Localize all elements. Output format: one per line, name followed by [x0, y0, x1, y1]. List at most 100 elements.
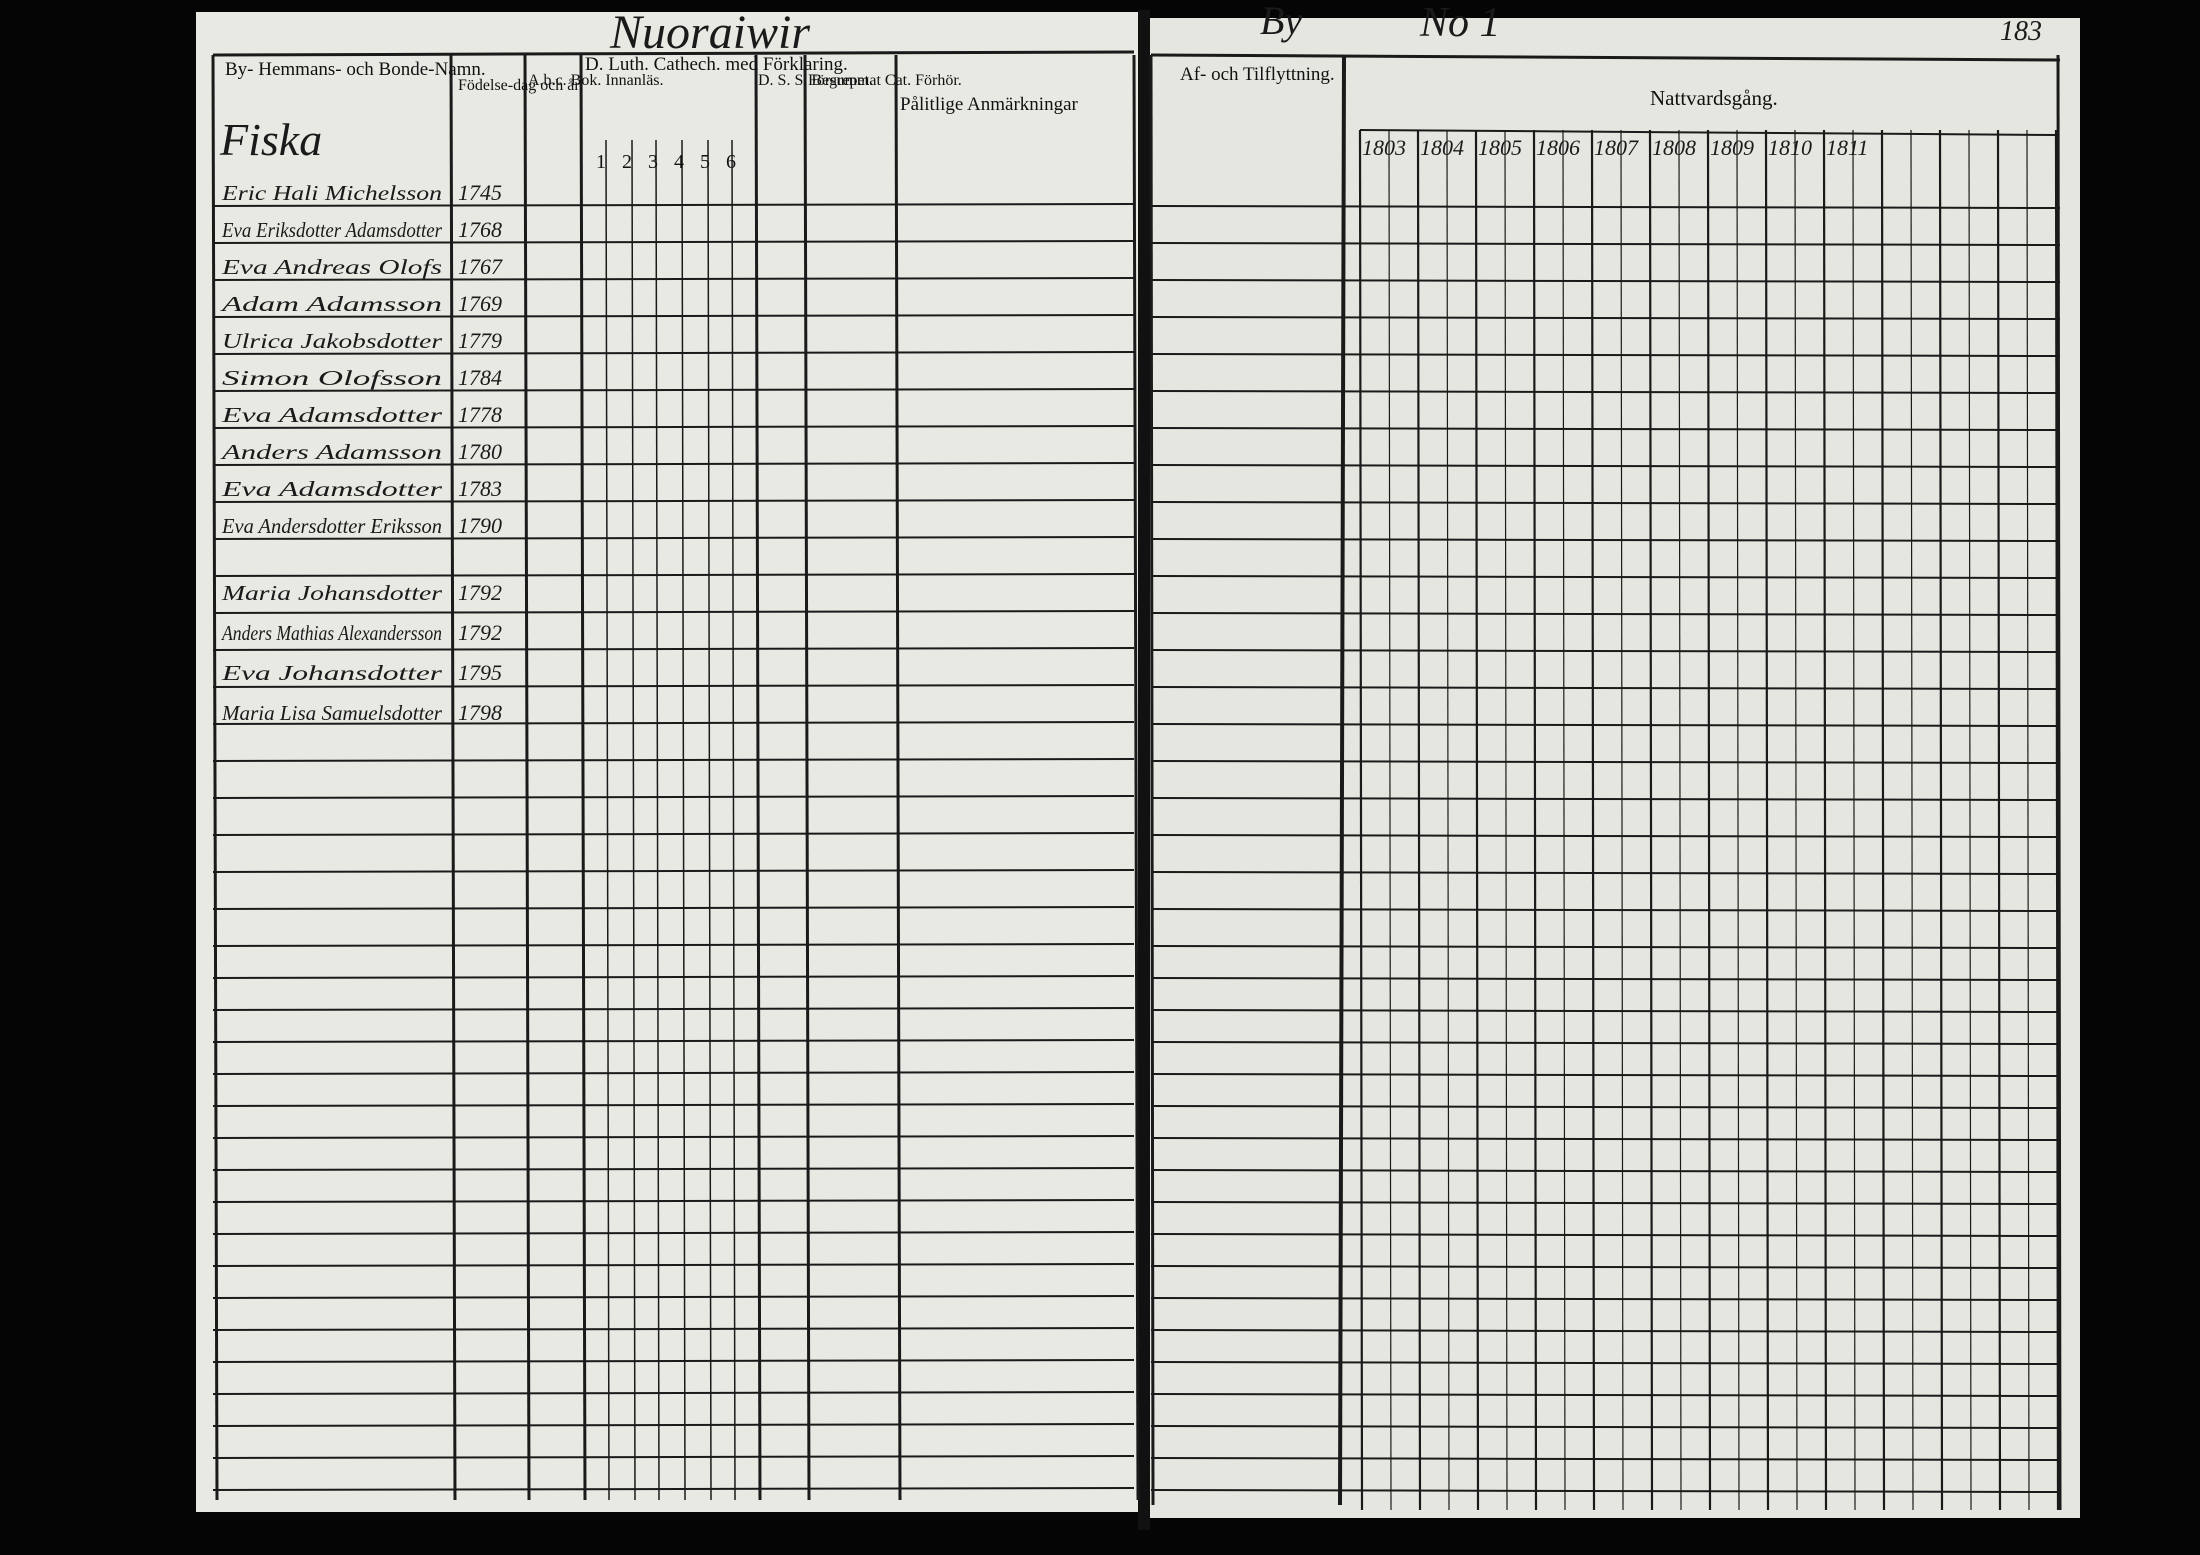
- rule: [1150, 760, 2061, 764]
- rule: [212, 975, 1135, 979]
- left-page: [196, 12, 1138, 1512]
- rule: [1590, 129, 1596, 1511]
- column-header: D. S. S. Begrepet.: [758, 72, 873, 89]
- rule: [1150, 316, 2061, 320]
- column-header: Födelse-dag och år.: [458, 77, 583, 94]
- section: Fiska: [219, 114, 322, 165]
- rule: [1150, 1393, 2061, 1397]
- rule: [1150, 1201, 2061, 1205]
- rule: [212, 610, 1135, 614]
- rule: [1416, 129, 1422, 1511]
- birth-year: 1745: [458, 180, 502, 205]
- rule: [212, 684, 1135, 688]
- birth-year: 1769: [458, 291, 502, 316]
- rule: [1150, 1169, 2061, 1173]
- part-number: 2: [622, 151, 632, 173]
- number: No 1: [1419, 0, 1501, 46]
- name: Eva Andreas Olofs: [221, 255, 442, 279]
- rule: [1938, 129, 1944, 1511]
- year: 1808: [1652, 135, 1696, 160]
- rule: [212, 758, 1135, 762]
- rule: [1910, 129, 1914, 1511]
- year: 1807: [1594, 135, 1639, 160]
- rule: [1504, 129, 1508, 1511]
- part-number: 5: [700, 151, 710, 173]
- rule: [212, 795, 1135, 799]
- rule: [1150, 1137, 2061, 1141]
- rule: [212, 1135, 1135, 1139]
- rule: [212, 1295, 1135, 1299]
- rule: [1150, 686, 2061, 690]
- rule: [1150, 501, 2061, 505]
- birth-year: 1780: [458, 439, 502, 464]
- birth-year: 1792: [458, 620, 502, 645]
- rule: [212, 1391, 1135, 1395]
- column-header: By- Hemmans- och Bonde-Namn.: [225, 59, 486, 80]
- rule: [212, 1263, 1135, 1267]
- rule: [1150, 205, 2061, 209]
- column-header: D. Luth. Cathech. med Förklaring.: [585, 54, 848, 75]
- rule: [1474, 129, 1480, 1511]
- name: Maria Lisa Samuelsdotter: [221, 701, 443, 725]
- column-header: Försummat Cat. Förhör.: [808, 72, 962, 89]
- rule: [1794, 129, 1798, 1511]
- name: Eva Adamsdotter: [220, 403, 443, 427]
- rule: [212, 499, 1135, 503]
- rule: [731, 139, 736, 1501]
- birth-year: 1784: [458, 365, 502, 390]
- year: 1810: [1768, 135, 1812, 160]
- rule: [754, 54, 762, 1501]
- name: Eva Eriksdotter Adamsdotter: [221, 218, 443, 242]
- rule: [212, 906, 1135, 910]
- rule: [579, 54, 587, 1501]
- rule: [1968, 129, 1972, 1511]
- name: Eric Hali Michelsson: [221, 181, 442, 205]
- rule: [1532, 129, 1538, 1511]
- rule: [212, 462, 1135, 466]
- rule: [1150, 1009, 2061, 1013]
- rule: [212, 50, 1135, 57]
- rule: [1620, 129, 1624, 1511]
- rule: [1150, 390, 2061, 394]
- rule: [1150, 1329, 2061, 1333]
- rule: [212, 203, 1135, 207]
- rule: [1822, 129, 1828, 1511]
- rule: [212, 536, 1135, 540]
- rule: [1648, 129, 1654, 1511]
- birth-year: 1778: [458, 402, 502, 427]
- rule: [212, 1455, 1135, 1459]
- rule: [1678, 129, 1682, 1511]
- rule: [212, 1231, 1135, 1235]
- birth-year: 1767: [458, 254, 503, 279]
- rule: [212, 1103, 1135, 1107]
- rule: [1446, 129, 1450, 1511]
- rule: [211, 54, 219, 1501]
- name: Eva Andersdotter Eriksson: [221, 514, 442, 538]
- name: Maria Johansdotter: [221, 581, 443, 605]
- rule: [1150, 464, 2061, 468]
- rule: [1150, 242, 2061, 246]
- name: Anders Mathias Alexandersson: [220, 621, 442, 645]
- rule: [1150, 723, 2061, 727]
- rule: [1150, 1073, 2061, 1077]
- rule: [1150, 1489, 2061, 1493]
- rule: [1150, 977, 2061, 981]
- rule: [2054, 129, 2060, 1511]
- rule: [212, 1199, 1135, 1203]
- rule: [212, 1327, 1135, 1331]
- rule: [1150, 1105, 2061, 1109]
- part-number: 3: [648, 151, 658, 173]
- rule: [1562, 129, 1566, 1511]
- name: Simon Olofsson: [222, 366, 442, 390]
- rule: [1150, 908, 2061, 912]
- rule: [2056, 54, 2062, 1511]
- rule: [1150, 1297, 2061, 1301]
- rule: [212, 1007, 1135, 1011]
- rule: [1338, 54, 1346, 1506]
- year: 1803: [1362, 135, 1406, 160]
- name: Ulrica Jakobsdotter: [222, 329, 443, 353]
- rule: [212, 1167, 1135, 1171]
- rule: [1150, 612, 2061, 616]
- rule: [1150, 1233, 2061, 1237]
- rule: [212, 388, 1135, 392]
